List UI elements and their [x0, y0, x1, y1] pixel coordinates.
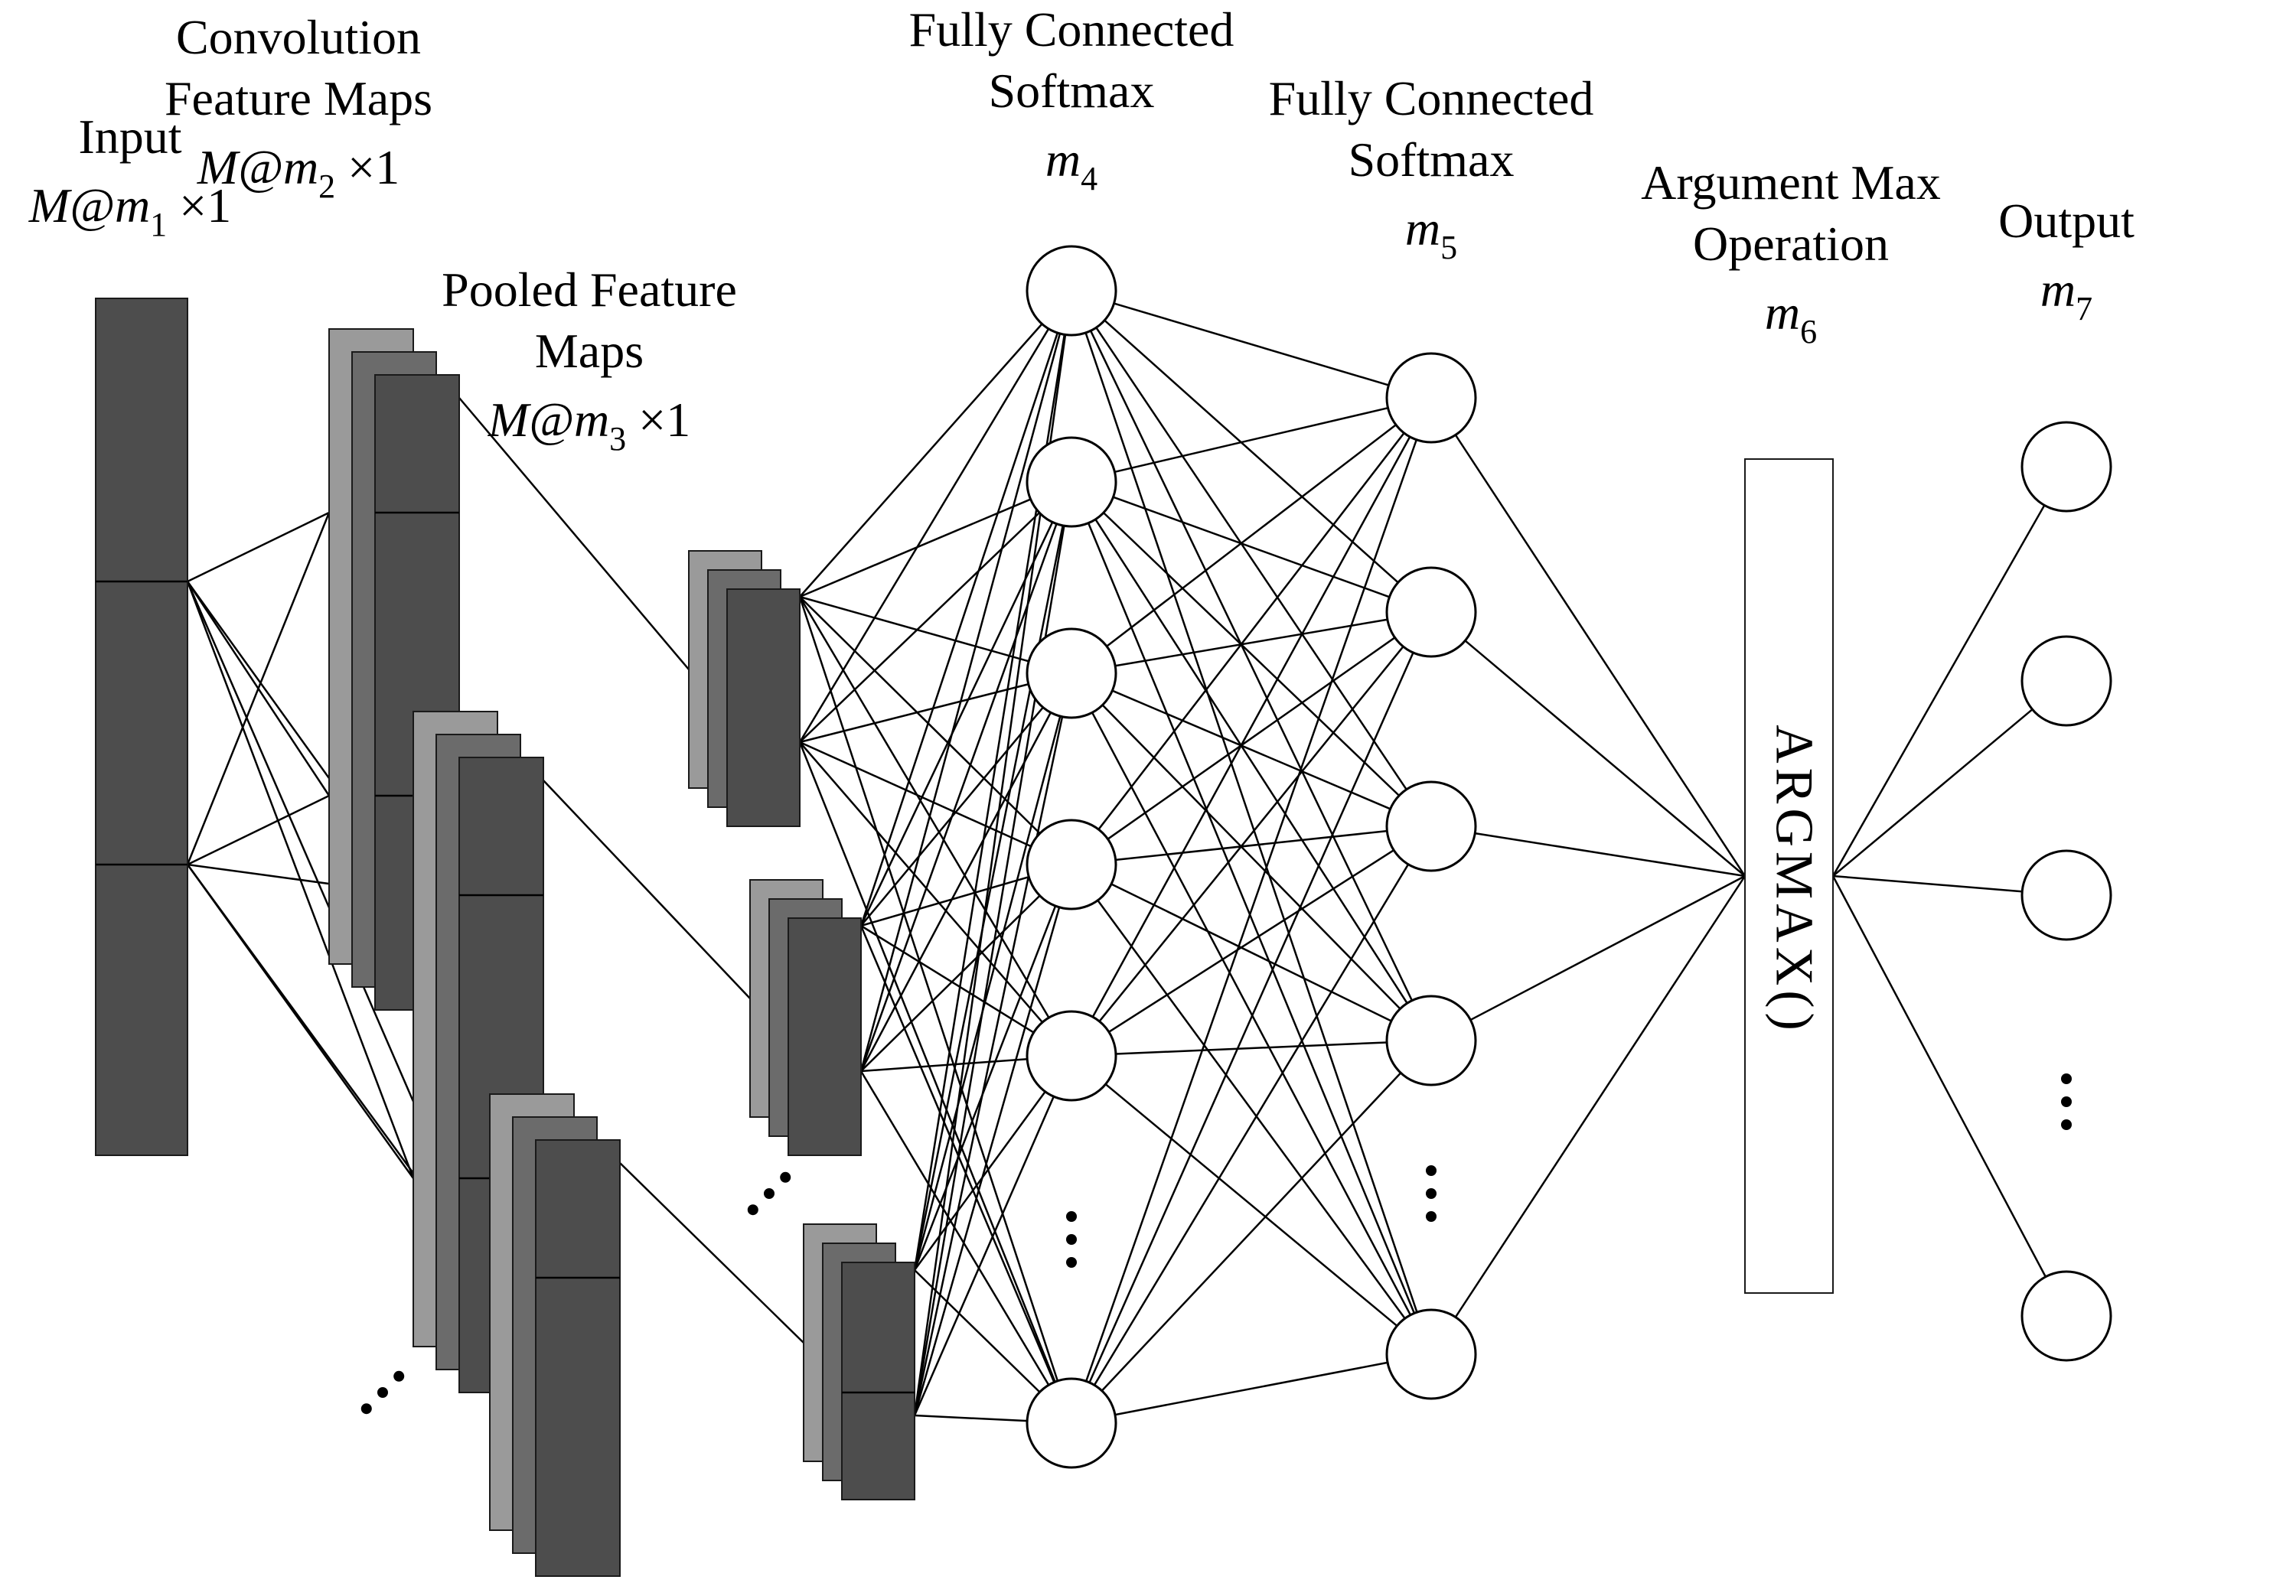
- output-node-3: [2022, 1272, 2111, 1360]
- fc2-node-4: [1387, 1310, 1476, 1399]
- fc2-node-0: [1387, 353, 1476, 442]
- edge-pool-fc1: [800, 597, 1029, 661]
- pool-stack-1-layer-2: [788, 918, 861, 1155]
- label-conv-2: Feature Maps: [165, 71, 432, 125]
- fc1-node-4: [1027, 1011, 1116, 1100]
- argmax-box-label: ARGMAX(): [1764, 725, 1823, 1035]
- edge-fc2-argmax: [1470, 876, 1745, 1020]
- fc1-node-3: [1027, 820, 1116, 909]
- edge-fc2-argmax: [1456, 435, 1745, 876]
- pool-stack-2-layer-2: [842, 1262, 915, 1500]
- edge-fc1-fc2: [1116, 1042, 1387, 1054]
- edge-argmax-output: [1833, 709, 2033, 876]
- edge-fc1-fc2: [1092, 712, 1411, 1314]
- edge-fc1-fc2: [1114, 497, 1390, 598]
- edge-pool-fc1: [861, 334, 1060, 1071]
- edge-pool-fc1: [915, 1092, 1045, 1270]
- output-node-1: [2022, 637, 2111, 725]
- conv-stack-2-layer-2: [536, 1140, 620, 1576]
- edge-pool-fc1: [800, 329, 1049, 742]
- label-pool-2: Maps: [535, 324, 644, 378]
- edge-fc1-fc2: [1115, 1363, 1388, 1415]
- edge-fc1-fc2: [1115, 620, 1388, 666]
- label-argmax-2: Operation: [1693, 217, 1889, 271]
- edge-input-conv: [188, 513, 329, 581]
- fc2-node-2: [1387, 782, 1476, 871]
- fc1-node-1: [1027, 438, 1116, 526]
- label-fc2-dim: m5: [1405, 201, 1457, 266]
- ellipsis: [359, 1369, 406, 1416]
- edge-pool-fc1: [861, 1059, 1027, 1071]
- ellipsis: [1066, 1211, 1077, 1268]
- edge-pool-fc1: [800, 324, 1042, 597]
- output-node-0: [2022, 422, 2111, 511]
- label-argmax-dim: m6: [1765, 285, 1817, 350]
- label-fc1-1: Fully Connected: [909, 2, 1234, 57]
- edge-fc2-argmax: [1475, 833, 1745, 876]
- edge-fc1-fc2: [1093, 437, 1410, 1017]
- fc1-node-0: [1027, 246, 1116, 335]
- edge-fc1-fc2: [1094, 865, 1408, 1386]
- fc1-node-2: [1027, 629, 1116, 718]
- edge-input-conv: [188, 796, 329, 865]
- fc1-node-5: [1027, 1379, 1116, 1467]
- fc2-node-1: [1387, 568, 1476, 656]
- edge-fc1-fc2: [1091, 331, 1412, 1000]
- edge-pool-fc1: [861, 926, 1034, 1033]
- edge-argmax-output: [1833, 505, 2044, 876]
- label-pool-dim: M@m3 ×1: [488, 392, 691, 458]
- pool-stack-0-layer-2: [727, 589, 800, 826]
- label-fc1-2: Softmax: [989, 64, 1155, 118]
- ellipsis: [1426, 1165, 1437, 1222]
- fc2-node-3: [1387, 996, 1476, 1085]
- label-output-dim: m7: [2040, 262, 2092, 327]
- edge-argmax-output: [1833, 876, 2022, 891]
- label-fc1-dim: m4: [1045, 132, 1097, 197]
- edge-conv-pool: [620, 1163, 804, 1343]
- edge-fc1-fc2: [1096, 327, 1406, 790]
- edge-pool-fc1: [915, 716, 1060, 1270]
- edge-fc1-fc2: [1114, 304, 1389, 386]
- label-pool-1: Pooled Feature: [442, 262, 737, 317]
- label-output: Output: [1998, 194, 2135, 248]
- output-node-2: [2022, 851, 2111, 940]
- edge-fc2-argmax: [1465, 640, 1745, 876]
- edge-input-conv: [188, 513, 329, 865]
- label-fc2-1: Fully Connected: [1269, 71, 1594, 125]
- edge-argmax-output: [1833, 876, 2046, 1277]
- cnn-architecture-diagram: ARGMAX()InputM@m1 ×1ConvolutionFeature M…: [0, 0, 2296, 1596]
- label-fc2-2: Softmax: [1349, 132, 1515, 187]
- edge-fc2-argmax: [1456, 876, 1745, 1318]
- edge-pool-fc1: [915, 906, 1055, 1270]
- label-conv-1: Convolution: [176, 10, 421, 64]
- edge-fc1-fc2: [1098, 433, 1404, 829]
- edge-fc1-fc2: [1095, 520, 1407, 1003]
- ellipsis: [2061, 1073, 2072, 1130]
- edge-fc1-fc2: [1097, 901, 1404, 1319]
- edge-fc1-fc2: [1112, 691, 1390, 809]
- ellipsis: [745, 1170, 793, 1217]
- edge-pool-fc1: [800, 684, 1029, 742]
- label-argmax-1: Argument Max: [1641, 155, 1941, 210]
- edge-pool-fc1: [915, 1415, 1027, 1421]
- edge-fc1-fc2: [1088, 523, 1414, 1314]
- edge-conv-pool: [543, 780, 750, 998]
- input-column: [96, 298, 188, 1155]
- edge-fc1-fc2: [1109, 850, 1394, 1032]
- edge-fc1-fc2: [1102, 1073, 1401, 1390]
- edge-pool-fc1: [800, 500, 1031, 597]
- edge-fc1-fc2: [1104, 513, 1399, 796]
- edge-fc1-fc2: [1107, 425, 1396, 646]
